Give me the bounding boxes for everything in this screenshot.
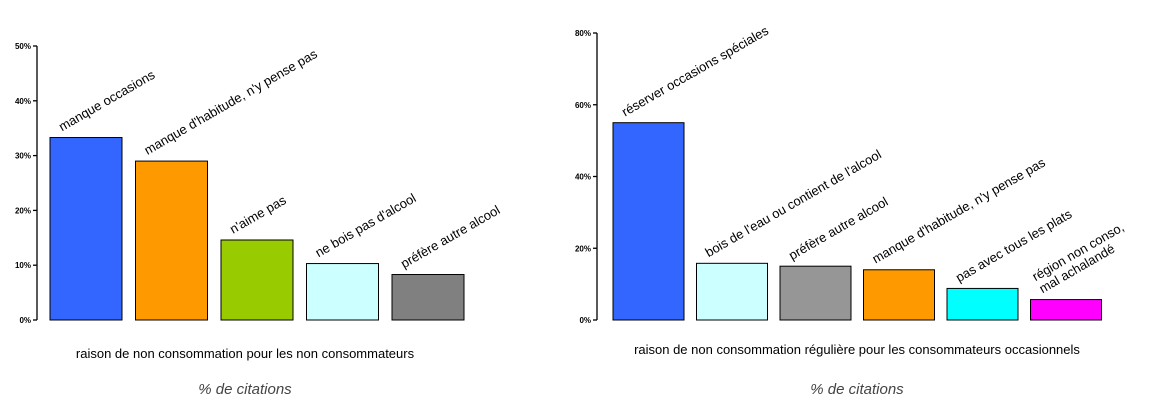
chart-0-category-label-2: n'aime pas [227,192,289,236]
chart-1-y-tick-label: 0% [579,316,591,325]
chart-0-y-tick-label: 10% [15,261,31,270]
chart-1-y-tick-label: 60% [575,101,591,110]
chart-1-bar-3 [863,269,935,321]
chart-1-bar-5 [1030,299,1102,321]
chart-1-y-tick-label: 20% [575,244,591,253]
chart-1-bar-2 [779,265,852,321]
chart-0-bar-3 [306,263,379,321]
chart-1-x-axis-label: raison de non consommation régulière pou… [634,342,1080,357]
chart-1-y-tick-label: 40% [575,173,591,182]
chart-consommateurs-occasionnels: raison de non consommation régulière pou… [575,23,1127,398]
chart-0-category-label-0: manque occasions [56,67,158,134]
chart-0-bar-0 [49,137,123,321]
chart-1-bar-4 [946,287,1019,321]
chart-1-category-label-1: bois de l'eau ou contient de l'alcool [703,146,885,259]
chart-1-y-tick-label: 80% [575,29,591,38]
chart-0-y-tick-label: 50% [15,42,31,51]
chart-0-bar-4 [391,274,465,321]
chart-0-x-axis-label: raison de non consommation pour les non … [76,346,415,361]
chart-0-footer-label: % de citations [198,381,292,398]
chart-0-y-tick-label: 0% [19,316,31,325]
chart-1-category-label-0: réserver occasions spéciales [619,23,771,120]
chart-0-y-tick-label: 20% [15,206,31,215]
chart-1-footer-label: % de citations [810,381,904,398]
chart-1-bar-1 [696,262,768,321]
chart-non-consommateurs: raison de non consommation pour les non … [15,42,503,398]
chart-0-category-label-3: ne bois pas d'alcool [313,190,419,260]
chart-0-category-label-1: manque d'habitude, n'y pense pas [142,46,321,158]
chart-0-y-tick-label: 30% [15,152,31,161]
chart-0-y-tick-label: 40% [15,97,31,106]
chart-0-bar-2 [220,239,294,321]
chart-0-bar-1 [135,160,208,321]
chart-0-category-label-4: préfère autre alcool [398,202,503,271]
chart-1-bar-0 [612,122,685,321]
